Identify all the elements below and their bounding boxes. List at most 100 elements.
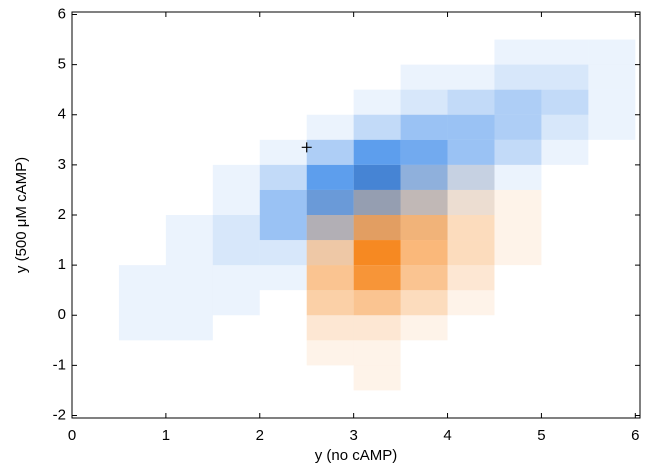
heat-cell (588, 140, 635, 165)
heat-cell (119, 15, 166, 40)
heat-cell (166, 240, 213, 265)
heat-cell (541, 140, 588, 165)
heat-cell (400, 164, 448, 190)
heat-cell (353, 265, 401, 291)
heat-cell (72, 340, 119, 365)
heat-cell (494, 139, 542, 165)
heat-cell (119, 365, 166, 390)
heat-cell (213, 165, 260, 190)
heat-cell (213, 90, 260, 115)
heat-cell (588, 315, 635, 340)
heat-cell (212, 189, 260, 215)
heat-cell (260, 240, 307, 265)
heat-cell (494, 315, 541, 340)
heat-cell (541, 90, 588, 115)
heat-cell (72, 265, 119, 290)
x-tick-label: 5 (537, 427, 545, 444)
heat-cell (494, 290, 541, 315)
heat-cell (353, 164, 401, 190)
heat-cell (494, 265, 541, 290)
heat-cell (119, 265, 166, 290)
heat-cell (494, 64, 542, 90)
heat-cell (260, 190, 307, 215)
heat-cell (72, 190, 119, 215)
heat-cell (119, 215, 166, 240)
heat-cell (588, 340, 635, 365)
heat-cell (447, 89, 495, 115)
heat-cell (448, 340, 495, 365)
heat-cell (260, 65, 307, 90)
heat-cell (118, 265, 166, 291)
heat-cell (401, 115, 448, 140)
heat-cell (494, 40, 541, 65)
heat-cell (400, 189, 448, 215)
heat-cell (353, 240, 401, 266)
heat-cell (306, 189, 354, 215)
x-tick-label: 4 (443, 427, 451, 444)
heat-cell (588, 39, 636, 65)
heat-cell (259, 240, 307, 266)
heat-cell (401, 15, 448, 40)
y-axis-label: y (500 μM cAMP) (13, 157, 30, 273)
heat-cell (588, 290, 635, 315)
heat-cell (307, 15, 354, 40)
heat-cell (494, 240, 542, 266)
heat-cell (447, 215, 495, 241)
heat-cell (353, 114, 401, 140)
heat-cell (260, 315, 307, 340)
heat-cell (494, 140, 541, 165)
heat-cell (306, 164, 354, 190)
heat-cell (494, 89, 542, 115)
heat-cell (166, 190, 213, 215)
heat-cell (494, 215, 542, 241)
heat-cell (494, 164, 542, 190)
heat-cell (448, 40, 495, 65)
heat-cell (541, 40, 588, 65)
heat-cell (401, 365, 448, 390)
heat-cell (165, 265, 213, 291)
heat-cell (166, 340, 213, 365)
heat-cell (72, 40, 119, 65)
heat-cell (307, 390, 354, 415)
heat-cell (353, 315, 401, 341)
heat-cell (354, 90, 401, 115)
heat-cell (212, 265, 260, 291)
heat-cell (400, 64, 448, 90)
heat-cell (541, 390, 588, 415)
heat-cell (213, 290, 260, 315)
heat-cell (165, 215, 213, 241)
heat-cell (447, 265, 495, 291)
x-tick-label: 2 (256, 427, 264, 444)
heat-cell (260, 365, 307, 390)
heat-cell (494, 340, 541, 365)
heat-cell (306, 315, 354, 341)
heat-cell (213, 390, 260, 415)
heat-cell (448, 390, 495, 415)
heat-cell (353, 365, 401, 391)
heat-cell (588, 365, 635, 390)
heat-cell (72, 290, 119, 315)
heat-cell (166, 65, 213, 90)
heat-cell (400, 240, 448, 266)
heat-cell (72, 390, 119, 415)
heat-cell (494, 39, 542, 65)
heat-cell (541, 64, 589, 90)
heat-cell (213, 215, 260, 240)
heat-cell (447, 189, 495, 215)
heat-cell (213, 265, 260, 290)
heat-cell (306, 340, 354, 366)
heat-cell (166, 115, 213, 140)
heat-cell (166, 40, 213, 65)
heat-cell (588, 165, 635, 190)
heat-cell (119, 340, 166, 365)
heat-cell (541, 65, 588, 90)
heat-cell (166, 390, 213, 415)
heat-cell (494, 65, 541, 90)
heat-cell (541, 15, 588, 40)
heat-cell (119, 290, 166, 315)
y-tick-label: 6 (58, 5, 66, 22)
heat-cell (306, 139, 354, 165)
heat-cell (260, 115, 307, 140)
heat-cell (213, 315, 260, 340)
